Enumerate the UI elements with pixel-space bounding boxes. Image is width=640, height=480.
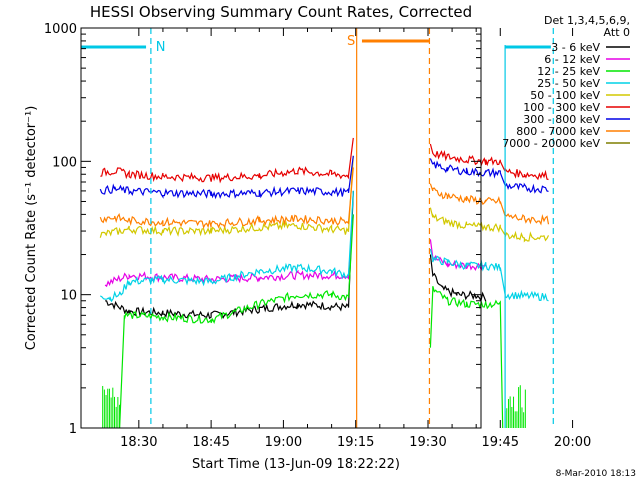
chart-title: HESSI Observing Summary Count Rates, Cor… (90, 3, 472, 21)
series-line (99, 167, 354, 229)
series-line (429, 183, 550, 226)
series-line (429, 143, 549, 181)
series-line (429, 158, 549, 194)
y-tick-label: 100 (52, 155, 77, 170)
axis-ticks: 18:30 18:45 19:00 19:15 19:30 19:45 20:00 1 10 10… (44, 22, 591, 450)
legend-label: 7000 - 20000 keV (502, 137, 600, 150)
legend-label: 3 - 6 keV (551, 41, 600, 54)
series-line (100, 137, 354, 184)
plot-frame (80, 27, 482, 429)
legend-label: 12 - 25 keV (537, 65, 600, 78)
x-tick-label: 19:15 (337, 435, 374, 450)
series-line (429, 207, 550, 243)
y-tick-label: 10 (60, 289, 77, 304)
legend-label: 100 - 300 keV (523, 101, 600, 114)
series-line (105, 190, 354, 320)
legend-header-detectors: Det 1,3,4,5,6,9, (544, 14, 630, 27)
legend-label: 300 - 800 keV (523, 113, 600, 126)
series-line (99, 155, 354, 200)
x-tick-label: 19:00 (265, 435, 302, 450)
x-axis-label: Start Time (13-Jun-09 18:22:22) (192, 457, 400, 472)
x-tick-label: 19:45 (482, 435, 519, 450)
y-tick-label: 1000 (44, 22, 77, 37)
legend-label: 6 - 12 keV (544, 53, 600, 66)
series-line (99, 155, 354, 238)
x-tick-label: 18:45 (192, 435, 229, 450)
series-line (429, 248, 549, 302)
x-tick-label: 18:30 (120, 435, 157, 450)
legend-label: 25 - 50 keV (537, 77, 600, 90)
legend-label: 50 - 100 keV (530, 89, 600, 102)
y-axis-label: Corrected Count Rate (s⁻¹ detector⁻¹) (24, 106, 39, 351)
series-line (429, 239, 487, 272)
series-line (429, 254, 487, 303)
series-line (429, 286, 504, 429)
legend-label: 800 - 7000 keV (516, 125, 600, 138)
y-tick-label: 1 (69, 422, 77, 437)
x-tick-label: 19:30 (409, 435, 446, 450)
x-tick-label: 20:00 (554, 435, 591, 450)
timestamp: 8-Mar-2010 18:13 (556, 469, 636, 479)
series-line (119, 214, 354, 429)
night-label: N (156, 40, 166, 55)
saa-label: S (347, 34, 355, 49)
series-line (100, 190, 354, 303)
legend-header-attenuator: Att 0 (604, 26, 630, 39)
